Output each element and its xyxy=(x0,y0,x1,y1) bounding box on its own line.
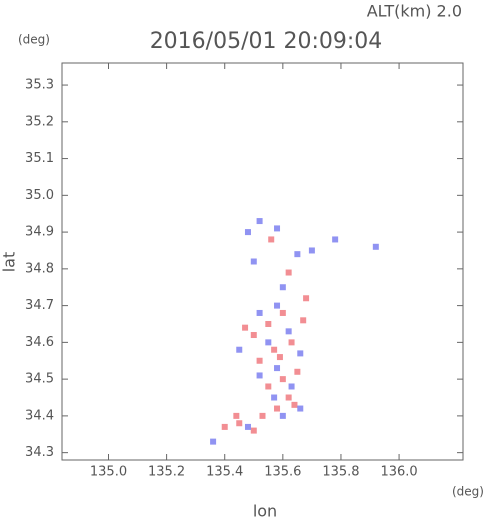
x-tick-label: 135.4 xyxy=(206,465,243,480)
point xyxy=(250,332,257,339)
point xyxy=(297,405,304,412)
point xyxy=(279,376,286,383)
y-tick-label: 35.0 xyxy=(25,188,54,203)
y-tick-label: 34.5 xyxy=(25,372,54,387)
point xyxy=(268,236,275,243)
y-tick-label: 34.8 xyxy=(25,261,54,276)
y-tick-label: 34.6 xyxy=(25,335,54,350)
y-axis-label: lat xyxy=(0,252,19,273)
point xyxy=(271,394,278,401)
point xyxy=(308,247,315,254)
y-unit: (deg) xyxy=(18,33,50,47)
point xyxy=(285,328,292,335)
point xyxy=(256,357,263,364)
y-tick-label: 34.4 xyxy=(25,408,54,423)
x-tick-label: 135.0 xyxy=(90,465,127,480)
x-tick-label: 135.8 xyxy=(322,465,359,480)
point xyxy=(332,236,339,243)
y-tick-label: 34.3 xyxy=(25,445,54,460)
point xyxy=(210,438,217,445)
chart-subtitle: ALT(km) 2.0 xyxy=(367,2,462,21)
point xyxy=(274,225,281,232)
point xyxy=(303,295,310,302)
point xyxy=(250,427,257,434)
x-tick-label: 135.2 xyxy=(148,465,185,480)
point xyxy=(265,320,272,327)
point xyxy=(259,412,266,419)
point xyxy=(265,339,272,346)
point xyxy=(242,324,249,331)
point xyxy=(250,258,257,265)
y-tick-label: 35.2 xyxy=(25,114,54,129)
point xyxy=(274,365,281,372)
y-tick-label: 34.9 xyxy=(25,225,54,240)
y-tick-label: 35.1 xyxy=(25,151,54,166)
point xyxy=(244,229,251,236)
y-tick-label: 35.3 xyxy=(25,78,54,93)
point xyxy=(274,302,281,309)
point xyxy=(291,401,298,408)
point xyxy=(285,394,292,401)
x-unit: (deg) xyxy=(452,485,484,499)
point xyxy=(297,350,304,357)
point xyxy=(279,412,286,419)
point xyxy=(279,309,286,316)
x-axis-label: lon xyxy=(253,502,277,521)
point xyxy=(294,368,301,375)
point xyxy=(285,269,292,276)
x-tick-label: 136.0 xyxy=(380,465,417,480)
point xyxy=(265,383,272,390)
point xyxy=(288,339,295,346)
chart-title: 2016/05/01 20:09:04 xyxy=(150,29,383,54)
point xyxy=(256,372,263,379)
point xyxy=(276,354,283,361)
point xyxy=(271,346,278,353)
point xyxy=(256,309,263,316)
point xyxy=(274,405,281,412)
point xyxy=(244,423,251,430)
point xyxy=(294,251,301,258)
plot-frame xyxy=(61,62,464,461)
point xyxy=(221,423,228,430)
point xyxy=(372,243,379,250)
y-tick-label: 34.7 xyxy=(25,298,54,313)
point xyxy=(279,284,286,291)
point xyxy=(288,383,295,390)
point xyxy=(236,346,243,353)
point xyxy=(256,218,263,225)
x-tick-label: 135.6 xyxy=(264,465,301,480)
point xyxy=(236,420,243,427)
point xyxy=(300,317,307,324)
point xyxy=(233,412,240,419)
